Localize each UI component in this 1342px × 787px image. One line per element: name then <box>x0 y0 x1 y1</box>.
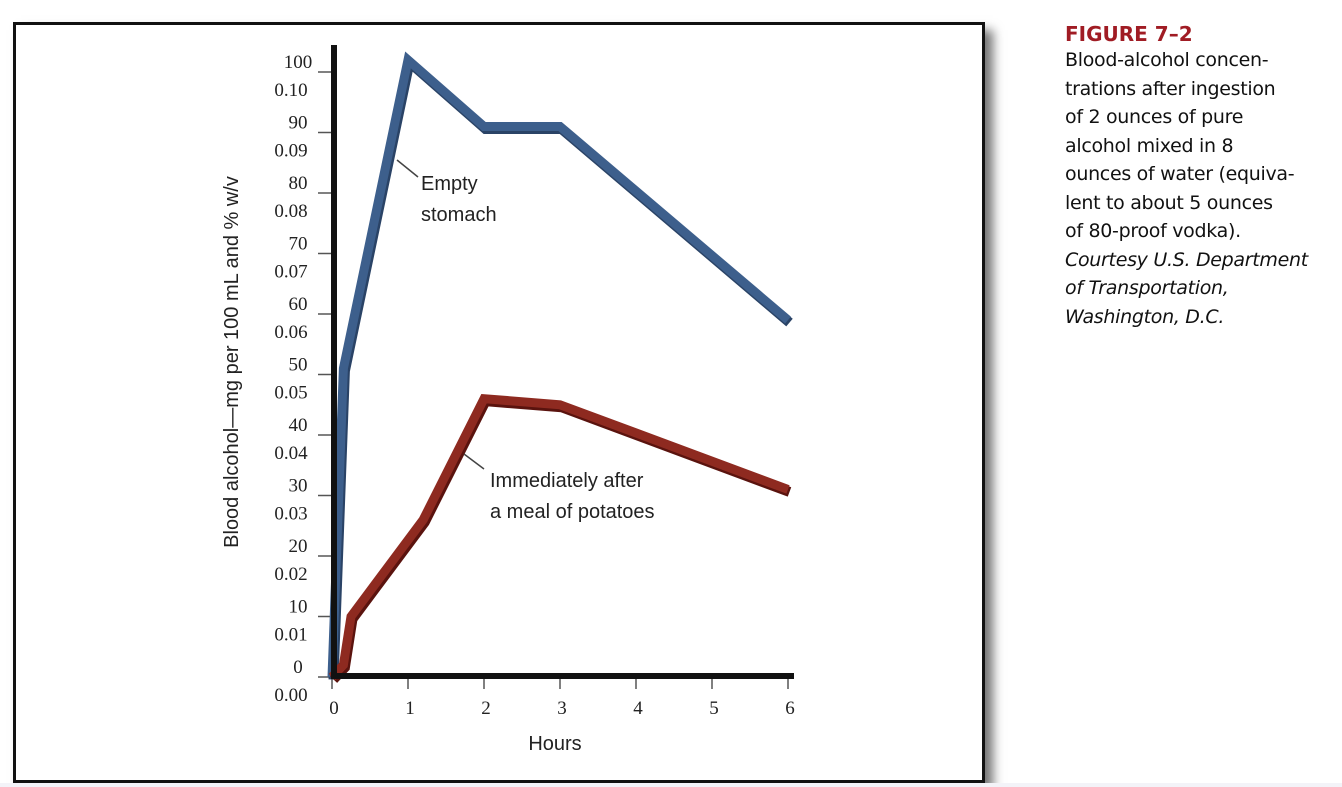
x-tick-label: 4 <box>633 698 643 719</box>
line-chart: 1000.10900.09800.08700.07600.06500.05400… <box>221 45 795 755</box>
y-tick-label-pct: 0.01 <box>274 625 307 646</box>
figure-description: Blood-alcohol concen- trations after ing… <box>1065 49 1295 242</box>
y-tick-label-mg: 80 <box>289 173 308 194</box>
y-tick-label-mg: 20 <box>289 536 308 557</box>
y-tick-label-pct: 0.05 <box>274 383 307 404</box>
x-tick-label: 5 <box>709 698 719 719</box>
y-tick-label-pct: 0.10 <box>274 80 307 101</box>
y-tick-label-pct: 0.00 <box>274 685 307 706</box>
figure-caption: FIGURE 7–2 Blood-alcohol concen- tration… <box>1065 22 1335 331</box>
x-tick-label: 3 <box>557 698 567 719</box>
y-tick-label-pct: 0.03 <box>274 504 307 525</box>
y-tick-label-pct: 0.06 <box>274 322 307 343</box>
x-tick-label: 6 <box>785 698 795 719</box>
series-label-after-potatoes: Immediately after <box>490 470 644 492</box>
y-tick-label-mg: 10 <box>289 597 308 618</box>
y-tick-label-mg: 0 <box>293 657 303 678</box>
y-tick-label-pct: 0.04 <box>274 443 308 464</box>
series-annotations: Empty stomach Immediately after a meal of p… <box>396 159 655 523</box>
series-line-empty-stomach <box>327 51 791 678</box>
x-axis-label: Hours <box>528 733 581 755</box>
y-axis-ticks: 1000.10900.09800.08700.07600.06500.05400… <box>274 52 332 706</box>
series-label-empty-stomach: stomach <box>421 204 497 226</box>
x-tick-label: 2 <box>481 698 491 719</box>
series-label-empty-stomach: Empty <box>421 173 478 195</box>
y-tick-label-mg: 100 <box>284 52 313 73</box>
y-tick-label-pct: 0.09 <box>274 141 307 162</box>
leader-line-after-potatoes <box>463 453 485 470</box>
y-tick-label-mg: 50 <box>289 355 308 376</box>
series-line-shadow-after-potatoes <box>329 395 792 683</box>
y-axis-label: Blood alcohol—mg per 100 mL and % w/v <box>221 176 243 548</box>
y-tick-label-mg: 70 <box>289 234 308 255</box>
figure-label: FIGURE 7–2 <box>1065 22 1193 46</box>
y-tick-label-mg: 40 <box>289 415 308 436</box>
y-tick-label-pct: 0.02 <box>274 564 307 585</box>
page-bottom-strip <box>0 783 1342 787</box>
series-line-shadow-empty-stomach <box>328 53 793 680</box>
y-tick-label-pct: 0.07 <box>274 262 307 283</box>
x-tick-label: 1 <box>405 698 415 719</box>
y-tick-label-mg: 60 <box>289 294 308 315</box>
figure-credit: Courtesy U.S. Department of Transportati… <box>1065 248 1308 328</box>
series-line-after-potatoes <box>328 393 790 681</box>
series-label-after-potatoes: a meal of potatoes <box>490 501 655 523</box>
x-tick-label: 0 <box>329 698 339 719</box>
y-tick-label-mg: 90 <box>289 113 308 134</box>
x-axis-ticks: 0 1 2 3 4 5 6 <box>329 677 795 719</box>
y-tick-label-pct: 0.08 <box>274 201 307 222</box>
series-layer <box>327 51 793 683</box>
leader-line-empty-stomach <box>396 159 419 178</box>
y-tick-label-mg: 30 <box>289 476 308 497</box>
